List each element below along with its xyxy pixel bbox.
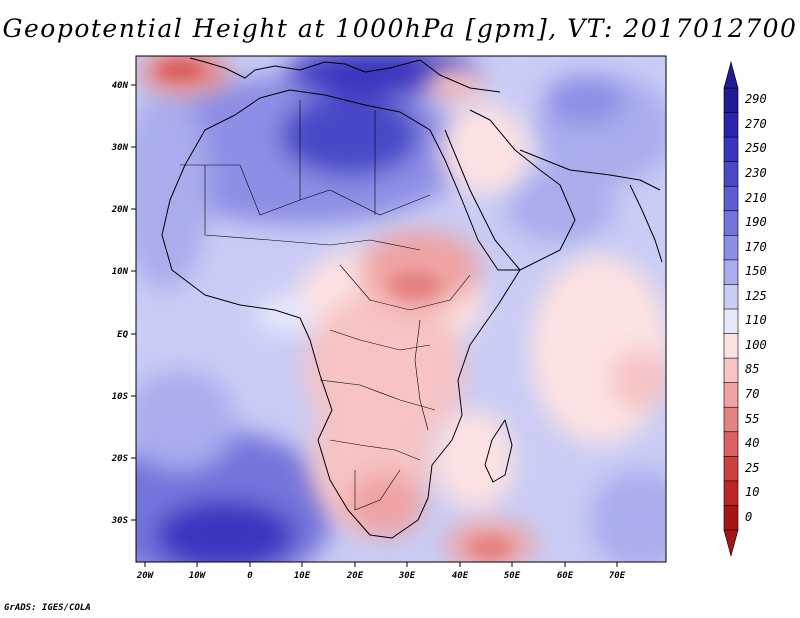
- colorbar-swatch: [723, 112, 739, 138]
- high-southwest: [136, 370, 235, 470]
- high-atlantic-west: [136, 90, 210, 290]
- colorbar-label: 230: [745, 165, 767, 180]
- lat-label: 20N: [111, 205, 129, 215]
- europe-coast: [189, 57, 501, 93]
- colorbar-label: 125: [745, 288, 767, 303]
- colorbar-swatch: [723, 333, 739, 359]
- country-borders: [180, 100, 471, 511]
- high-caspian: [545, 75, 625, 125]
- colorbar-label: 70: [745, 386, 760, 401]
- low-gulf-of-guinea: [255, 295, 315, 335]
- colorbar-label: 190: [745, 215, 767, 230]
- colorbar-label: 150: [745, 264, 767, 279]
- colorbar-swatch: [723, 308, 739, 335]
- colorbar-label: 110: [745, 313, 767, 328]
- low-madagascar-core: [468, 536, 512, 560]
- red-sea-arabia: [444, 109, 576, 271]
- low-turkey: [425, 67, 485, 103]
- lat-label: 10S: [112, 392, 129, 402]
- colorbar-arrow-top: [723, 60, 739, 89]
- lon-label: 10E: [294, 571, 311, 581]
- low-south-africa-core: [347, 473, 423, 537]
- low-iberia-core: [158, 60, 202, 80]
- colorbar-swatch: [723, 185, 739, 212]
- colorbar-swatch: [723, 284, 739, 310]
- high-arabian-sea: [505, 167, 615, 243]
- colorbar-label: 85: [745, 362, 760, 377]
- colorbar-label: 10: [745, 485, 760, 500]
- colorbar-swatch: [723, 235, 739, 261]
- persian-gulf-iran: [519, 149, 661, 191]
- colorbar-swatch: [723, 357, 739, 384]
- africa-coastline: [161, 89, 521, 539]
- colorbar-swatch: [723, 406, 739, 433]
- lat-label: EQ: [117, 330, 128, 340]
- axis-ticks: [131, 84, 618, 567]
- low-mozambique: [435, 410, 515, 510]
- lon-label: 60E: [557, 571, 574, 581]
- lon-label: 70E: [609, 571, 626, 581]
- lat-label: 10N: [112, 267, 129, 277]
- lat-label: 30S: [111, 516, 129, 526]
- colorbar-label: 100: [745, 337, 767, 352]
- colorbar-label: 25: [745, 460, 760, 475]
- lat-label: 20S: [111, 454, 129, 464]
- height-field: [136, 56, 666, 562]
- low-ethiopia-core: [390, 270, 440, 300]
- credit-text: GrADS: IGES/COLA: [4, 603, 91, 613]
- lat-label: 40N: [112, 81, 129, 91]
- colorbar-label: 0: [745, 509, 753, 524]
- lon-label: 40E: [452, 571, 469, 581]
- colorbar-swatch: [723, 431, 739, 458]
- colorbar-swatch: [723, 382, 739, 409]
- lon-labels: 20W 10W 0 10E 20E 30E 40E 50E 60E 70E: [136, 571, 626, 581]
- chart-title: Geopotential Height at 1000hPa [gpm], VT…: [2, 14, 798, 43]
- lon-label: 10W: [189, 571, 207, 581]
- map-frame: [135, 55, 667, 563]
- colorbar-swatch: [723, 210, 739, 237]
- colorbar-label: 250: [745, 141, 767, 156]
- colorbar-swatch: [723, 456, 739, 482]
- lon-label: 30E: [398, 571, 416, 581]
- colorbar-label: 55: [745, 411, 760, 426]
- lat-label: 30N: [111, 143, 129, 153]
- lon-label: 20W: [136, 571, 155, 581]
- colorbar-label: 40: [745, 436, 760, 451]
- colorbar-label: 210: [745, 190, 767, 205]
- lon-label: 0: [247, 571, 253, 581]
- colorbar-swatch: [723, 136, 739, 163]
- colorbar-label: 290: [745, 92, 767, 107]
- colorbar-arrow-bottom: [723, 529, 739, 558]
- coastlines: [161, 57, 663, 539]
- low-sudan: [360, 230, 480, 310]
- lon-label: 20E: [346, 571, 364, 581]
- colorbar-swatch: [723, 259, 739, 286]
- colorbar-swatch: [723, 87, 739, 114]
- high-libya: [280, 93, 420, 177]
- lon-label: 50E: [504, 571, 521, 581]
- colorbar-label: 270: [745, 116, 767, 131]
- madagascar: [484, 419, 513, 483]
- high-south-atlantic-core: [155, 500, 295, 562]
- high-southeast: [590, 470, 666, 562]
- low-indian-ocean-east: [610, 350, 666, 410]
- colorbar: [723, 60, 739, 558]
- lat-labels: 40N 30N 20N 10N EQ 10S 20S 30S: [111, 81, 129, 526]
- colorbar-swatch: [723, 480, 739, 507]
- colorbar-swatch: [723, 505, 739, 531]
- colorbar-swatch: [723, 161, 739, 188]
- low-indian-ocean: [530, 255, 666, 445]
- colorbar-label: 170: [745, 239, 767, 254]
- india-coast: [629, 184, 663, 263]
